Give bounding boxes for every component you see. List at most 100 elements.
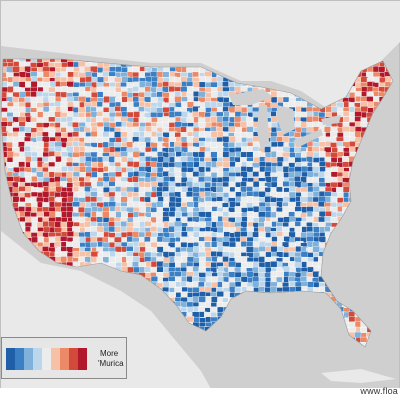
- county-cell: [222, 341, 230, 347]
- county-cell: [391, 202, 393, 210]
- county-cell: [108, 271, 116, 277]
- county-cell: [373, 152, 380, 158]
- county-cell: [360, 217, 368, 225]
- credit-text[interactable]: www.floa: [360, 386, 398, 396]
- county-cell: [216, 221, 225, 228]
- county-cell: [360, 151, 369, 158]
- county-cell: [384, 216, 393, 222]
- county-cell: [342, 111, 350, 117]
- county-cell: [198, 331, 205, 339]
- county-cell: [372, 281, 381, 288]
- county-cell: [180, 336, 187, 343]
- county-cell: [349, 252, 357, 260]
- county-cell: [96, 216, 103, 223]
- county-cell: [390, 301, 393, 308]
- county-cell: [367, 227, 374, 234]
- county-cell: [66, 211, 73, 219]
- county-cell: [174, 102, 183, 108]
- county-cell: [301, 346, 309, 347]
- county-cell: [252, 171, 260, 177]
- county-cell: [96, 116, 104, 123]
- county-cell: [151, 287, 159, 295]
- county-cell: [265, 316, 273, 323]
- county-cell: [379, 322, 388, 329]
- county-cell: [247, 331, 256, 339]
- county-cell: [246, 116, 253, 123]
- county-cell: [306, 206, 315, 213]
- county-cell: [138, 287, 146, 294]
- county-cell: [222, 91, 230, 97]
- county-cell: [391, 262, 393, 268]
- county-cell: [78, 206, 86, 213]
- county-cell: [289, 347, 297, 352]
- county-cell: [378, 162, 386, 169]
- county-cell: [60, 71, 69, 78]
- county-cell: [162, 71, 170, 78]
- county-cell: [66, 96, 74, 103]
- county-cell: [361, 306, 369, 313]
- county-cell: [384, 191, 393, 199]
- county-cell: [96, 111, 104, 117]
- county-cell: [324, 267, 332, 275]
- county-cell: [282, 336, 290, 343]
- county-cell: [18, 237, 27, 245]
- county-cell: [276, 296, 284, 303]
- county-cell: [276, 186, 283, 193]
- county-cell: [259, 341, 267, 347]
- county-cell: [108, 156, 116, 163]
- county-cell: [217, 326, 225, 334]
- county-cell: [282, 226, 290, 233]
- county-cell: [354, 241, 362, 248]
- county-cell: [120, 106, 128, 113]
- county-cell: [156, 201, 164, 208]
- county-cell: [372, 256, 380, 263]
- county-cell: [24, 241, 33, 249]
- county-cell: [270, 346, 279, 347]
- county-cell: [385, 106, 393, 113]
- county-cell: [133, 246, 141, 253]
- county-cell: [373, 307, 381, 315]
- county-cell: [222, 256, 229, 263]
- county-cell: [361, 286, 369, 293]
- county-cell: [234, 322, 242, 328]
- county-cell: [354, 271, 362, 278]
- county-cell: [288, 326, 296, 334]
- county-cell: [384, 297, 393, 304]
- county-cell: [258, 337, 266, 345]
- county-cell: [390, 326, 393, 333]
- legend-label-more: More: [100, 349, 119, 358]
- county-cell: [288, 306, 296, 314]
- county-cell: [385, 116, 393, 124]
- county-cell: [384, 211, 393, 218]
- county-cell: [235, 347, 242, 354]
- county-cell: [96, 266, 104, 272]
- county-cell: [270, 96, 278, 104]
- county-cell: [115, 66, 122, 73]
- county-cell: [385, 171, 393, 179]
- county-cell: [42, 246, 49, 252]
- county-cell: [367, 167, 375, 175]
- county-cell: [372, 266, 380, 274]
- county-cell: [12, 66, 21, 73]
- county-cell: [378, 307, 385, 314]
- county-cell: [331, 276, 340, 283]
- county-cell: [385, 147, 393, 154]
- county-cell: [222, 151, 230, 159]
- county-cell: [390, 102, 393, 109]
- county-cell: [277, 326, 286, 333]
- county-cell: [289, 336, 298, 344]
- county-cell: [336, 281, 345, 288]
- county-cell: [270, 331, 278, 339]
- county-cell: [313, 311, 320, 318]
- county-cell: [348, 222, 357, 229]
- county-cell: [1, 211, 8, 219]
- county-cell: [151, 116, 158, 123]
- county-cell: [276, 307, 284, 314]
- county-cell: [348, 267, 356, 273]
- county-cell: [276, 317, 285, 324]
- county-cell: [283, 326, 291, 333]
- county-cell: [127, 286, 136, 294]
- county-cell: [229, 327, 238, 334]
- county-cell: [385, 277, 392, 284]
- county-cell: [313, 342, 321, 347]
